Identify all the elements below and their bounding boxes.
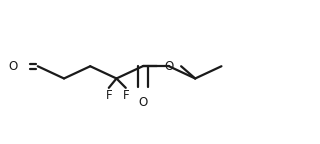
Text: O: O [138,96,147,109]
Text: O: O [164,60,173,73]
Text: F: F [106,89,112,102]
Text: F: F [123,89,129,102]
Text: O: O [9,60,18,73]
